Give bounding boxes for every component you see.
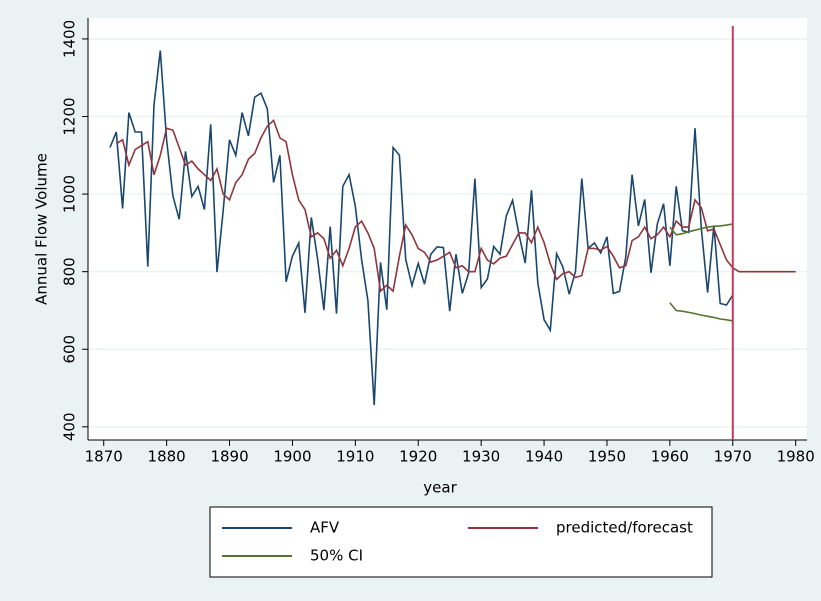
y-tick-label: 1200 <box>61 97 79 135</box>
y-tick-label: 1400 <box>61 20 79 58</box>
x-tick-label: 1980 <box>777 448 815 466</box>
x-tick-label: 1890 <box>210 448 248 466</box>
y-tick-label: 400 <box>61 412 79 441</box>
series-line <box>669 223 733 236</box>
y-axis-label: Annual Flow Volume <box>33 153 51 305</box>
y-tick-label: 800 <box>61 257 79 286</box>
series-line-low <box>669 302 733 322</box>
x-tick-label: 1930 <box>462 448 500 466</box>
x-tick-label: 1940 <box>525 448 563 466</box>
x-tick-label: 1880 <box>148 448 186 466</box>
x-tick-label: 1900 <box>273 448 311 466</box>
x-tick-label: 1920 <box>399 448 437 466</box>
x-tick-label: 1870 <box>85 448 123 466</box>
y-tick-label: 1000 <box>61 175 79 213</box>
legend-label: 50% CI <box>310 547 363 565</box>
x-tick-label: 1960 <box>651 448 689 466</box>
x-tick-label: 1970 <box>714 448 752 466</box>
series-line <box>115 118 796 293</box>
legend-label: AFV <box>310 519 340 537</box>
y-tick-label: 600 <box>61 335 79 364</box>
legend-label: predicted/forecast <box>556 519 693 537</box>
x-tick-label: 1910 <box>336 448 374 466</box>
x-tick-label: 1950 <box>588 448 626 466</box>
x-axis-label: year <box>423 479 457 497</box>
series-line <box>109 50 734 406</box>
legend <box>209 506 713 578</box>
plot-area <box>88 18 807 440</box>
